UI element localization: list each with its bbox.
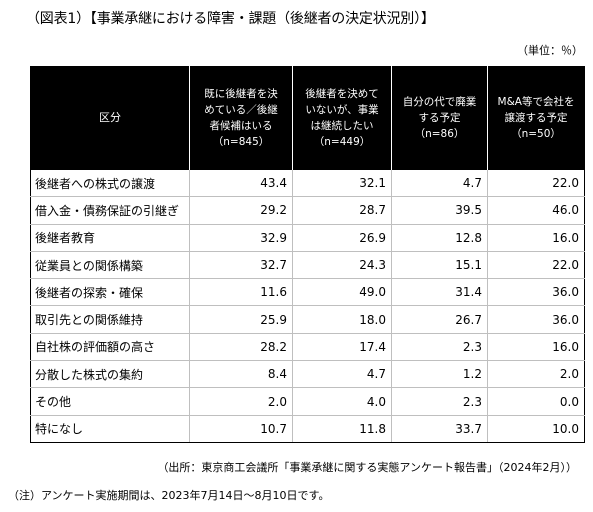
- value-cell: 0.0: [487, 387, 585, 416]
- value-cell: 39.5: [391, 196, 488, 225]
- header-line: （n=845）: [212, 136, 270, 148]
- header-line: M&A等で会社を: [497, 96, 575, 108]
- value-cell: 4.7: [391, 170, 488, 198]
- table-row: 借入金・債務保証の引継ぎ 29.2 28.7 39.5 46.0: [30, 196, 585, 225]
- header-column-4: M&A等で会社を 譲渡する予定 （n=50）: [487, 66, 585, 170]
- value-cell: 43.4: [189, 170, 293, 198]
- value-cell: 36.0: [487, 305, 585, 334]
- table-row: 後継者への株式の譲渡 43.4 32.1 4.7 22.0: [30, 170, 585, 198]
- table-body: 後継者への株式の譲渡 43.4 32.1 4.7 22.0 借入金・債務保証の引継ぎ 29.…: [30, 170, 585, 443]
- table-row: 後継者の探索・確保 11.6 49.0 31.4 36.0: [30, 278, 585, 307]
- value-cell: 16.0: [487, 224, 585, 252]
- header-line: 後継者を決めて: [305, 88, 379, 100]
- row-label: 特になし: [30, 415, 190, 443]
- value-cell: 18.0: [292, 305, 392, 334]
- value-cell: 17.4: [292, 333, 392, 362]
- value-cell: 32.1: [292, 170, 392, 198]
- row-label: 自社株の評価額の高さ: [30, 333, 190, 362]
- value-cell: 2.3: [391, 387, 488, 416]
- row-label: 従業員との関係構築: [30, 251, 190, 280]
- header-line: 区分: [99, 111, 121, 124]
- table-row: 分散した株式の集約 8.4 4.7 1.2 2.0: [30, 360, 585, 389]
- value-cell: 1.2: [391, 360, 488, 389]
- header-line: 自分の代で廃業: [402, 96, 477, 108]
- value-cell: 33.7: [391, 415, 488, 443]
- value-cell: 32.7: [189, 251, 293, 280]
- header-line: いないが、事業: [305, 104, 379, 116]
- header-row: 区分 既に後継者を決 めている／後継 者候補はいる （n=845） 後継者を決めて いないが…: [30, 66, 585, 170]
- value-cell: 26.9: [292, 224, 392, 252]
- data-table: 区分 既に後継者を決 めている／後継 者候補はいる （n=845） 後継者を決めて いないが…: [30, 66, 585, 443]
- value-cell: 22.0: [487, 251, 585, 280]
- value-cell: 15.1: [391, 251, 488, 280]
- value-cell: 26.7: [391, 305, 488, 334]
- row-label: 後継者への株式の譲渡: [30, 170, 190, 198]
- table-row: 特になし 10.7 11.8 33.7 10.0: [30, 415, 585, 443]
- value-cell: 46.0: [487, 196, 585, 225]
- header-line: 譲渡する予定: [504, 112, 568, 124]
- value-cell: 4.0: [292, 387, 392, 416]
- row-label: その他: [30, 387, 190, 416]
- header-line: （n=449）: [313, 136, 371, 148]
- table-row: 取引先との関係維持 25.9 18.0 26.7 36.0: [30, 305, 585, 334]
- header-line: する予定: [418, 112, 461, 124]
- header-line: 既に後継者を決: [204, 88, 278, 100]
- table-row: 自社株の評価額の高さ 28.2 17.4 2.3 16.0: [30, 333, 585, 362]
- value-cell: 2.3: [391, 333, 488, 362]
- source-note: （出所：東京商工会議所「事業承継に関する実態アンケート報告書」（2024年2月）…: [157, 461, 577, 474]
- value-cell: 10.0: [487, 415, 585, 443]
- value-cell: 4.7: [292, 360, 392, 389]
- row-label: 後継者の探索・確保: [30, 278, 190, 307]
- header-line: めている／後継: [204, 104, 278, 116]
- value-cell: 28.2: [189, 333, 293, 362]
- header-column-3: 自分の代で廃業 する予定 （n=86）: [391, 66, 488, 170]
- header-line: 者候補はいる: [209, 120, 273, 132]
- value-cell: 12.8: [391, 224, 488, 252]
- header-column-2: 後継者を決めて いないが、事業 は継続したい （n=449）: [292, 66, 392, 170]
- value-cell: 25.9: [189, 305, 293, 334]
- value-cell: 29.2: [189, 196, 293, 225]
- value-cell: 24.3: [292, 251, 392, 280]
- table-header: 区分 既に後継者を決 めている／後継 者候補はいる （n=845） 後継者を決めて いないが…: [30, 66, 585, 170]
- footnote: （注）アンケート実施期間は、2023年7月14日～8月10日です。: [8, 489, 330, 502]
- table-row: 後継者教育 32.9 26.9 12.8 16.0: [30, 224, 585, 252]
- row-label: 分散した株式の集約: [30, 360, 190, 389]
- table-row: 従業員との関係構築 32.7 24.3 15.1 22.0: [30, 251, 585, 280]
- value-cell: 2.0: [189, 387, 293, 416]
- header-line: （n=50）: [511, 128, 561, 140]
- value-cell: 22.0: [487, 170, 585, 198]
- value-cell: 11.8: [292, 415, 392, 443]
- row-label: 取引先との関係維持: [30, 305, 190, 334]
- row-label: 借入金・債務保証の引継ぎ: [30, 196, 190, 225]
- header-line: は継続したい: [310, 120, 374, 132]
- value-cell: 28.7: [292, 196, 392, 225]
- value-cell: 32.9: [189, 224, 293, 252]
- header-line: （n=86）: [414, 128, 465, 140]
- value-cell: 36.0: [487, 278, 585, 307]
- unit-label: （単位：％）: [517, 44, 583, 57]
- value-cell: 31.4: [391, 278, 488, 307]
- header-category: 区分: [30, 66, 190, 170]
- value-cell: 16.0: [487, 333, 585, 362]
- value-cell: 8.4: [189, 360, 293, 389]
- value-cell: 49.0: [292, 278, 392, 307]
- row-label: 後継者教育: [30, 224, 190, 252]
- value-cell: 11.6: [189, 278, 293, 307]
- value-cell: 10.7: [189, 415, 293, 443]
- table-row: その他 2.0 4.0 2.3 0.0: [30, 387, 585, 416]
- page-title: （図表1）【事業承継における障害・課題（後継者の決定状況別）】: [26, 11, 435, 27]
- header-column-1: 既に後継者を決 めている／後継 者候補はいる （n=845）: [189, 66, 293, 170]
- value-cell: 2.0: [487, 360, 585, 389]
